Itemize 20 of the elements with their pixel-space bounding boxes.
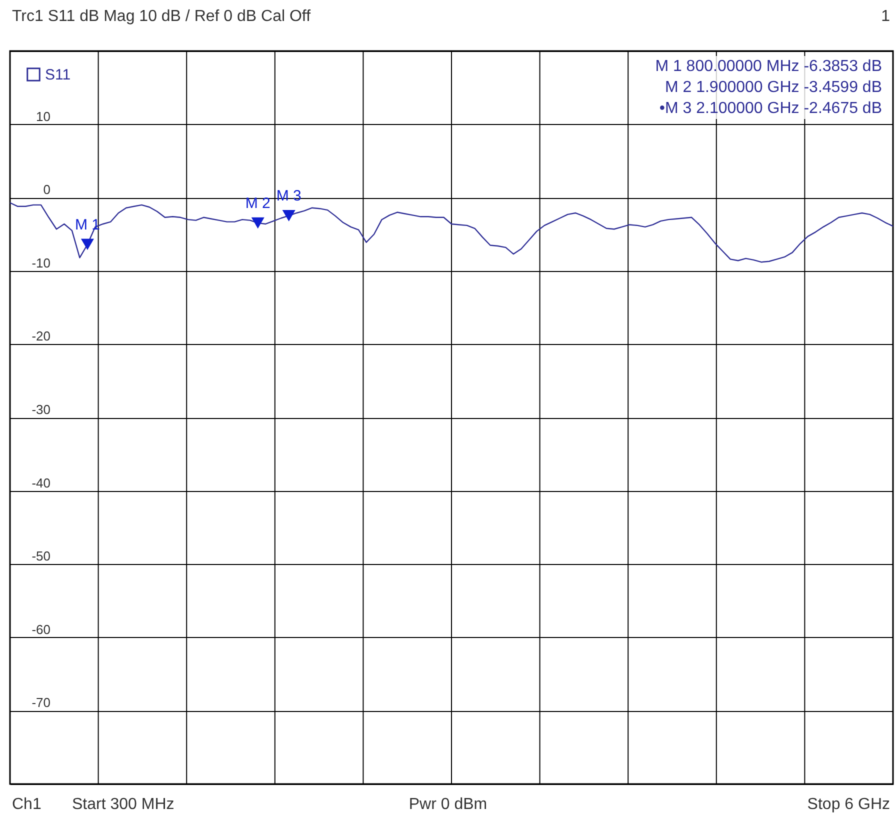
- y-tick-label: 10: [36, 108, 50, 124]
- text: Pwr 0 dBm: [408, 796, 488, 813]
- annotation: M 2 1.900000 GHz -3.4599 dB: [664, 78, 882, 98]
- text: Stop 6 GHz: [807, 796, 890, 814]
- text: Start 300 MHz: [72, 796, 174, 814]
- y-tick-label: -10: [32, 255, 50, 270]
- annotation: M 1 800.00000 MHz -6.3853 dB: [655, 57, 882, 77]
- annotation: •M 3 2.100000 GHz -2.4675 dB: [658, 99, 882, 119]
- y-tick-label: -50: [32, 548, 50, 564]
- text: Ch1: [12, 796, 42, 814]
- y-tick-label: -30: [32, 402, 50, 417]
- y-tick-label: -40: [32, 475, 50, 490]
- text: 1: [881, 8, 890, 26]
- y-tick-label: 0: [43, 182, 50, 198]
- legend-label: S11: [45, 66, 71, 84]
- data-label: M 2: [245, 194, 270, 212]
- chart-title: Trc1 S11 dB Mag 10 dB / Ref 0 dB Cal Off: [12, 8, 311, 26]
- y-tick-label: -60: [32, 622, 50, 637]
- y-tick-label: -20: [32, 328, 50, 344]
- y-tick-label: -70: [32, 695, 50, 710]
